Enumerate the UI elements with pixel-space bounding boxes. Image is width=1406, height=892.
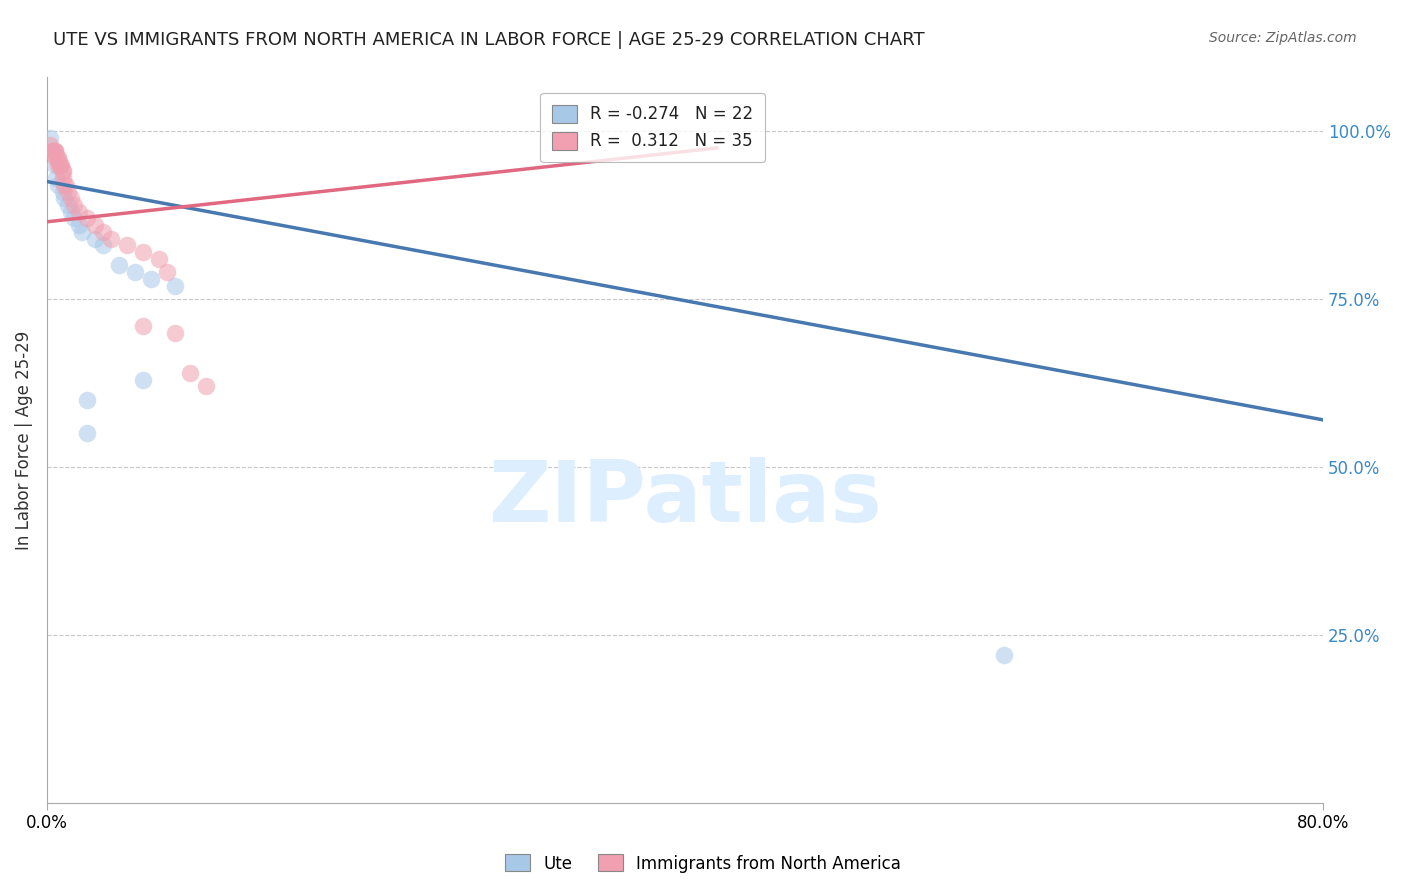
Point [51, 158, 73, 172]
Point [67, 218, 90, 232]
Point [42, 145, 65, 159]
Point [52, 171, 75, 186]
Point [83, 231, 105, 245]
Point [163, 326, 186, 340]
Point [67, 204, 90, 219]
Point [155, 265, 177, 279]
Y-axis label: In Labor Force | Age 25-29: In Labor Force | Age 25-29 [15, 330, 32, 549]
Point [91, 225, 114, 239]
Point [163, 278, 186, 293]
Point [52, 164, 75, 178]
Point [44, 145, 66, 159]
Point [45, 151, 67, 165]
Point [107, 259, 129, 273]
Text: ZIPatlas: ZIPatlas [488, 457, 882, 540]
Point [83, 218, 105, 232]
Legend: R = -0.274   N = 22, R =  0.312   N = 35: R = -0.274 N = 22, R = 0.312 N = 35 [540, 93, 765, 162]
Point [100, 231, 122, 245]
Point [48, 158, 70, 172]
Point [124, 265, 146, 279]
Point [148, 252, 170, 266]
Point [45, 151, 67, 165]
Text: Source: ZipAtlas.com: Source: ZipAtlas.com [1209, 31, 1357, 45]
Point [44, 145, 66, 159]
Point [115, 238, 138, 252]
Point [56, 198, 79, 212]
Point [52, 185, 75, 199]
Point [993, 648, 1015, 662]
Point [131, 373, 153, 387]
Point [46, 151, 69, 165]
Point [131, 245, 153, 260]
Point [139, 272, 162, 286]
Point [59, 191, 82, 205]
Point [53, 191, 76, 205]
Point [53, 178, 76, 192]
Point [46, 158, 69, 172]
Point [39, 131, 62, 145]
Point [52, 164, 75, 178]
Point [44, 145, 66, 159]
Point [76, 426, 98, 441]
Point [59, 204, 82, 219]
Point [179, 366, 201, 380]
Point [55, 178, 77, 192]
Point [44, 158, 66, 172]
Point [46, 151, 69, 165]
Point [39, 137, 62, 152]
Point [195, 379, 218, 393]
Point [48, 158, 70, 172]
Point [91, 238, 114, 252]
Point [45, 171, 67, 186]
Point [56, 185, 79, 199]
Point [76, 392, 98, 407]
Point [63, 198, 86, 212]
Point [46, 178, 69, 192]
Point [70, 225, 93, 239]
Point [42, 145, 65, 159]
Point [76, 211, 98, 226]
Point [41, 145, 63, 159]
Legend: Ute, Immigrants from North America: Ute, Immigrants from North America [499, 847, 907, 880]
Point [131, 318, 153, 333]
Point [63, 211, 86, 226]
Text: UTE VS IMMIGRANTS FROM NORTH AMERICA IN LABOR FORCE | AGE 25-29 CORRELATION CHAR: UTE VS IMMIGRANTS FROM NORTH AMERICA IN … [53, 31, 925, 49]
